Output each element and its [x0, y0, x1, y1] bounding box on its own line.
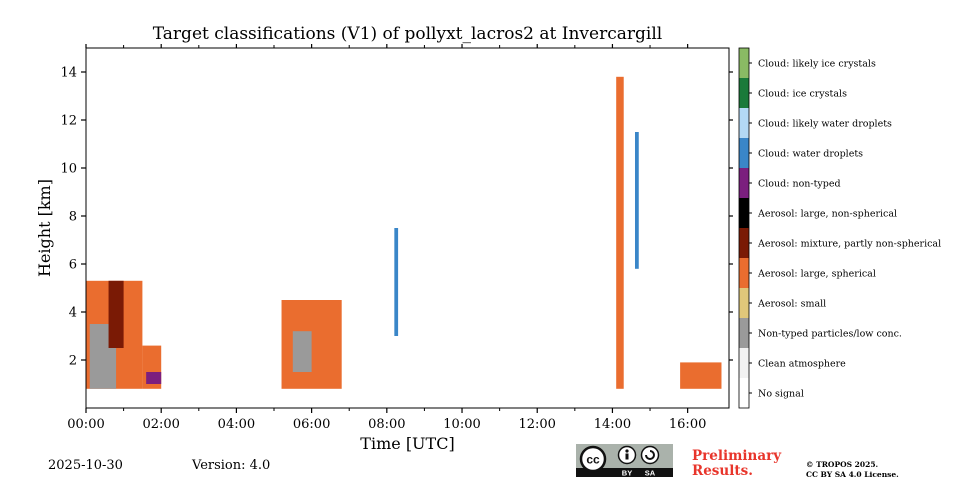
colorbar-swatch — [739, 168, 749, 198]
colorbar-swatch — [739, 198, 749, 228]
colorbar-label: Cloud: water droplets — [758, 149, 863, 160]
cc-icon — [579, 445, 607, 473]
colorbar-label: Aerosol: large, spherical — [757, 269, 876, 280]
colorbar-label: Cloud: likely ice crystals — [758, 59, 876, 70]
colorbar-swatch — [739, 48, 749, 78]
y-tick-label: 6 — [69, 258, 77, 273]
y-axis-label: Height [km] — [35, 179, 54, 277]
cc-license-badge: cc BY SA — [576, 444, 673, 477]
x-tick-label: 08:00 — [368, 417, 405, 432]
colorbar-label: No signal — [758, 389, 804, 400]
colorbar-label: Cloud: non-typed — [758, 179, 841, 190]
colorbar-swatch — [739, 78, 749, 108]
cc-text: cc — [586, 453, 600, 467]
license-line-1: © TROPOS 2025. — [806, 460, 879, 469]
license-text: © TROPOS 2025. CC BY SA 4.0 License. — [806, 460, 946, 480]
classification-region-9 — [634, 132, 639, 269]
cc-badge-strip — [576, 468, 673, 477]
x-tick-label: 10:00 — [443, 417, 480, 432]
classification-region-4 — [146, 372, 162, 384]
preliminary-results-label: Preliminary Results. — [692, 448, 782, 479]
x-tick-label: 14:00 — [594, 417, 631, 432]
classification-region-10 — [680, 362, 722, 389]
sa-text: SA — [645, 469, 656, 478]
classification-region-8 — [616, 76, 624, 389]
date-label: 2025-10-30 — [48, 458, 123, 473]
colorbar-frame — [738, 47, 750, 409]
y-tick-label: 14 — [60, 66, 77, 81]
x-tick-label: 16:00 — [669, 417, 706, 432]
y-tick-label: 2 — [69, 354, 77, 369]
colorbar-swatch — [739, 138, 749, 168]
colorbar-label: Clean atmosphere — [758, 359, 846, 370]
colorbar-swatch — [739, 378, 749, 408]
x-tick-label: 00:00 — [67, 417, 104, 432]
colorbar-label: Non-typed particles/low conc. — [758, 329, 902, 340]
classification-region-6 — [292, 331, 312, 372]
y-tick-label: 8 — [69, 210, 77, 225]
colorbar-swatch — [739, 348, 749, 378]
y-tick-label: 4 — [69, 306, 77, 321]
chart-title: Target classifications (V1) of pollyxt_l… — [152, 24, 663, 44]
y-tick-label: 12 — [60, 114, 77, 129]
colorbar-label: Aerosol: large, non-spherical — [757, 209, 897, 220]
version-label: Version: 4.0 — [192, 458, 271, 473]
colorbar-swatch — [739, 318, 749, 348]
x-tick-label: 06:00 — [293, 417, 330, 432]
colorbar-swatch — [739, 288, 749, 318]
colorbar-swatch — [739, 108, 749, 138]
classification-region-7 — [394, 228, 399, 336]
colorbar-label: Cloud: likely water droplets — [758, 119, 892, 130]
y-tick-label: 10 — [60, 162, 77, 177]
classification-region-2 — [108, 280, 124, 348]
sa-share-icon — [640, 445, 660, 465]
colorbar-swatch — [739, 258, 749, 288]
plot-frame — [85, 47, 730, 409]
by-text: BY — [622, 469, 632, 478]
colorbar-swatch — [739, 228, 749, 258]
colorbar-label: Aerosol: small — [757, 299, 826, 310]
colorbar-label: Aerosol: mixture, partly non-spherical — [757, 239, 941, 250]
colorbar-label: Cloud: ice crystals — [758, 89, 847, 100]
x-tick-label: 04:00 — [218, 417, 255, 432]
x-tick-label: 02:00 — [142, 417, 179, 432]
license-line-2: CC BY SA 4.0 License. — [806, 470, 899, 479]
x-tick-label: 12:00 — [518, 417, 555, 432]
x-axis-label: Time [UTC] — [360, 434, 454, 453]
